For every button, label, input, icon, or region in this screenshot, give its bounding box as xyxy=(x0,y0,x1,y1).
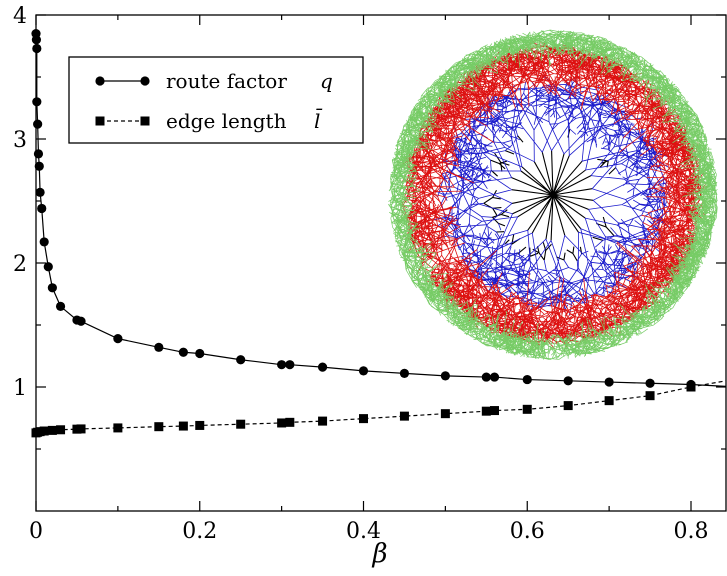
data-point-edge-length xyxy=(563,401,573,411)
data-point-route-factor xyxy=(33,119,43,129)
legend-edge-length-symbol: l̄ xyxy=(314,108,323,133)
data-point-edge-length xyxy=(399,411,409,421)
data-point-route-factor xyxy=(481,372,491,382)
data-point-route-factor xyxy=(39,237,49,247)
data-point-edge-length xyxy=(154,422,164,432)
x-tick-label: 0.2 xyxy=(182,519,217,544)
legend-route-factor-symbol: q xyxy=(320,69,333,93)
data-point-route-factor xyxy=(32,43,42,54)
x-tick-label: 0.8 xyxy=(674,519,709,544)
data-point-route-factor xyxy=(37,203,47,214)
data-point-route-factor xyxy=(236,355,246,365)
data-point-route-factor xyxy=(195,348,205,359)
data-point-route-factor xyxy=(33,149,44,159)
data-point-route-factor xyxy=(563,376,573,386)
data-point-edge-length xyxy=(490,406,499,416)
legend-entry-route-factor: route factor q xyxy=(95,69,333,93)
data-point-route-factor xyxy=(31,35,42,45)
data-point-edge-length xyxy=(285,417,295,427)
legend-route-factor-marker-right xyxy=(140,76,150,86)
data-point-edge-length xyxy=(277,418,287,428)
data-point-edge-length xyxy=(481,406,491,416)
data-point-route-factor xyxy=(399,368,410,378)
series-line-edge-length xyxy=(35,386,692,434)
data-point-route-factor xyxy=(522,374,532,385)
inset-branch-layer xyxy=(483,128,617,262)
data-point-edge-length xyxy=(76,424,86,434)
data-point-route-factor xyxy=(35,187,45,197)
y-tick-label: 4 xyxy=(13,4,27,29)
series-line-extension xyxy=(690,383,727,387)
x-tick-label: 0.4 xyxy=(346,519,381,544)
legend-edge-length-marker-right xyxy=(140,116,150,126)
legend-route-factor-marker-left xyxy=(95,76,105,86)
data-point-edge-length xyxy=(522,404,532,414)
data-point-edge-length xyxy=(359,414,368,424)
data-point-edge-length xyxy=(56,425,66,435)
data-point-edge-length xyxy=(47,425,57,435)
axis-ticks xyxy=(35,14,726,511)
legend-box xyxy=(68,56,364,144)
data-point-edge-length xyxy=(236,419,246,429)
data-point-route-factor xyxy=(34,161,44,171)
data-point-edge-length xyxy=(113,423,123,433)
inset-branch-layer xyxy=(388,29,718,360)
data-point-route-factor xyxy=(43,262,53,272)
data-point-route-factor xyxy=(489,372,500,382)
x-tick-label: 0.6 xyxy=(510,519,545,544)
legend-edge-length-marker-left xyxy=(95,116,105,126)
legend-edge-length-label: edge length xyxy=(166,109,287,133)
x-axis-title: β xyxy=(371,539,387,569)
y-tick-label: 2 xyxy=(13,252,27,277)
inset-tree-network-image xyxy=(388,29,718,360)
data-point-route-factor xyxy=(604,377,614,387)
data-point-route-factor xyxy=(32,97,42,107)
data-point-edge-length xyxy=(440,409,450,419)
data-point-route-factor xyxy=(113,334,123,344)
data-point-edge-length xyxy=(178,421,188,431)
data-point-edge-length xyxy=(686,382,696,392)
x-tick-label: 0 xyxy=(29,519,43,544)
data-point-edge-length xyxy=(604,396,614,406)
data-point-edge-length xyxy=(645,391,655,401)
series-line-extension xyxy=(690,380,727,388)
data-point-route-factor xyxy=(285,360,295,370)
data-point-route-factor xyxy=(358,366,369,376)
data-point-route-factor xyxy=(55,301,66,311)
data-point-route-factor xyxy=(47,283,57,293)
legend-route-factor-label: route factor xyxy=(166,69,287,93)
y-tick-label: 3 xyxy=(13,128,27,153)
y-tick-label: 1 xyxy=(13,376,27,401)
data-point-route-factor xyxy=(154,342,164,352)
data-point-route-factor xyxy=(317,362,328,372)
legend-entry-edge-length: edge length l̄ xyxy=(95,108,323,133)
data-point-route-factor xyxy=(645,378,655,388)
data-point-edge-length xyxy=(39,426,49,436)
data-point-route-factor xyxy=(178,347,188,357)
legend: route factor q edge length l̄ xyxy=(68,56,364,144)
data-point-edge-length xyxy=(195,420,205,430)
data-point-edge-length xyxy=(318,416,328,426)
data-point-route-factor xyxy=(277,360,287,370)
series-markers xyxy=(31,28,696,438)
data-point-route-factor xyxy=(76,316,86,326)
data-point-route-factor xyxy=(440,371,450,381)
tick-labels: 0 0.2 0.4 0.6 0.8 1 2 3 4 xyxy=(13,4,709,544)
